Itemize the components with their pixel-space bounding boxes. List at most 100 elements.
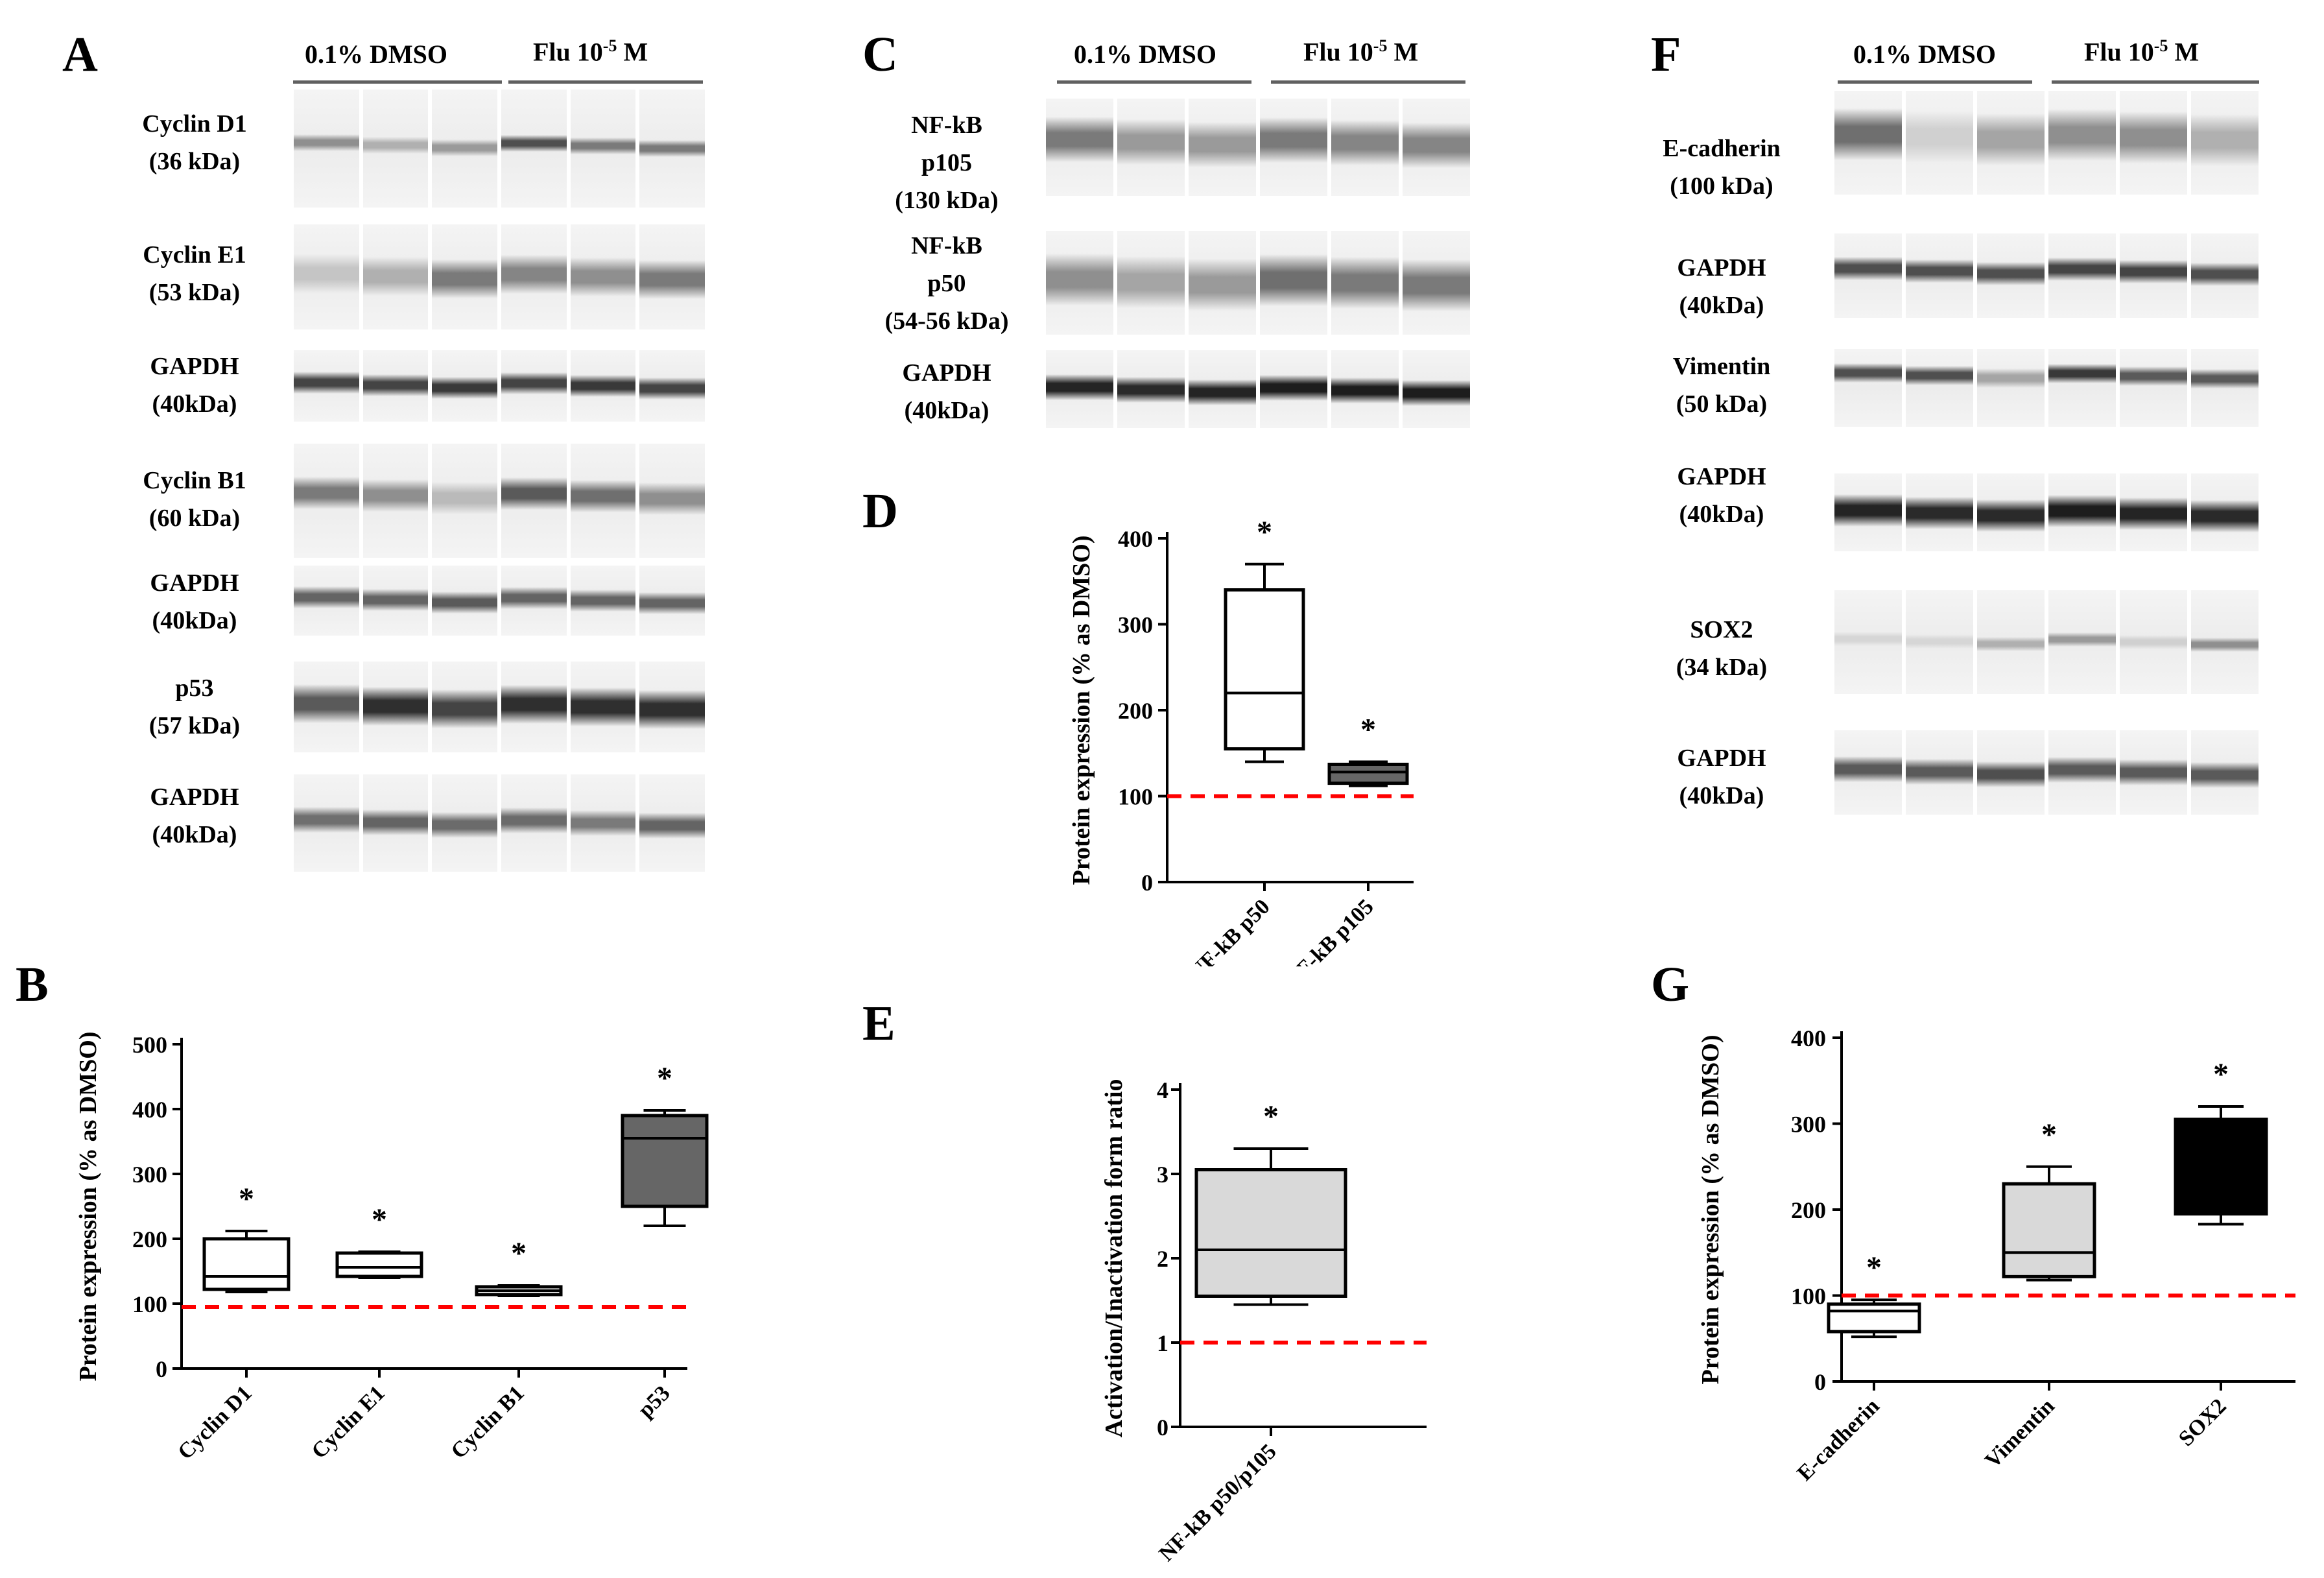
- blot-band: [1977, 261, 2045, 285]
- blot-lane: [294, 444, 359, 558]
- blot-lane: [1189, 231, 1256, 335]
- blot-band: [362, 589, 429, 611]
- blot-lane: [1331, 231, 1399, 335]
- blot-band: [1189, 121, 1256, 167]
- blot-lane: [1906, 91, 1973, 195]
- blot-band: [1906, 634, 1973, 649]
- blot-band: [570, 137, 636, 155]
- y-tick-label: 4: [1157, 1077, 1168, 1103]
- blot-lane: [294, 224, 359, 329]
- panel-d-letter: D: [862, 484, 898, 538]
- box-plot-nf-kb-p50: [1224, 562, 1305, 763]
- blot-lane: [1977, 590, 2045, 694]
- blot-lane: [2048, 233, 2116, 318]
- blot-lane: [570, 662, 636, 752]
- blot-lane: [1977, 349, 2045, 427]
- blot-lane: [1977, 233, 2045, 318]
- x-tick-label: SOX2: [2174, 1394, 2231, 1451]
- blot-strip: [292, 444, 707, 558]
- panel-c-flu-line: [1271, 80, 1465, 84]
- blot-band: [294, 134, 359, 152]
- y-axis-label: Protein expression (% as DMSO): [1068, 535, 1095, 885]
- box-plot-sox2: [2174, 1105, 2268, 1226]
- blot-lane: [1403, 99, 1470, 196]
- blot-band: [1331, 119, 1399, 165]
- blot-lane: [294, 566, 359, 636]
- blot-band: [362, 137, 429, 154]
- blot-band: [1331, 377, 1399, 404]
- blot-lane: [639, 444, 705, 558]
- blot-band: [1977, 368, 2045, 388]
- panel-f-letter: F: [1651, 27, 1681, 82]
- blot-band: [2120, 497, 2187, 531]
- blot-lane: [432, 90, 497, 208]
- blot-band: [639, 260, 705, 299]
- panel-c-letter: C: [862, 27, 898, 82]
- significance-star: *: [1263, 1099, 1279, 1134]
- blot-band: [1046, 374, 1113, 401]
- blot-band: [1260, 375, 1327, 401]
- box-plot-nf-kb-p105: [1327, 760, 1409, 787]
- blot-lane: [570, 224, 636, 329]
- significance-star: *: [372, 1202, 387, 1237]
- blot-band: [570, 687, 636, 726]
- blot-band: [501, 477, 567, 510]
- blot-band: [570, 257, 636, 296]
- blot-label: SOX2 (34 kDa): [1676, 616, 1768, 681]
- box-plot-e-cadherin: [1827, 1298, 1921, 1339]
- x-tick-label: Cyclin D1: [173, 1381, 256, 1464]
- blot-band: [1403, 380, 1470, 407]
- blot-lane: [1117, 350, 1185, 428]
- blot-lane: [2120, 590, 2187, 694]
- blot-band: [1046, 116, 1113, 162]
- significance-star: *: [2041, 1118, 2057, 1152]
- blot-band: [294, 372, 359, 394]
- blot-lane: [1046, 99, 1113, 196]
- blot-lane: [432, 224, 497, 329]
- blot-lane: [1260, 231, 1327, 335]
- blot-band: [1906, 759, 1973, 785]
- blot-band: [1189, 259, 1256, 311]
- blot-band: [362, 257, 429, 296]
- blot-band: [2120, 635, 2187, 649]
- box: [1224, 588, 1305, 751]
- blot-label: GAPDH (40kDa): [1677, 745, 1766, 809]
- blot-band: [1834, 494, 1902, 527]
- blot-label: NF-kB p50 (54-56 kDa): [884, 232, 1009, 335]
- blot-lane: [1331, 350, 1399, 428]
- significance-star: *: [1866, 1250, 1882, 1285]
- blot-band: [1977, 114, 2045, 165]
- blot-lane: [570, 566, 636, 636]
- blot-lane: [1189, 99, 1256, 196]
- y-tick-label: 300: [1118, 612, 1153, 638]
- blot-band: [294, 254, 359, 293]
- blot-band: [432, 689, 497, 728]
- blot-lane: [2120, 473, 2187, 551]
- blot-lane: [570, 774, 636, 872]
- blot-lane: [639, 90, 705, 208]
- significance-star: *: [657, 1061, 672, 1095]
- blot-band: [1906, 497, 1973, 530]
- blot-band: [501, 587, 567, 609]
- y-tick-label: 0: [1814, 1369, 1826, 1395]
- blot-band: [1906, 259, 1973, 283]
- blot-label: Vimentin (50 kDa): [1672, 353, 1771, 418]
- blot-band: [432, 812, 497, 838]
- blot-lane: [362, 444, 429, 558]
- blot-band: [639, 482, 705, 515]
- y-tick-label: 0: [156, 1356, 167, 1382]
- blot-lane: [1331, 99, 1399, 196]
- blot-lane: [432, 350, 497, 422]
- blot-band: [2048, 109, 2116, 161]
- blot-band: [2048, 495, 2116, 528]
- significance-star: *: [2213, 1057, 2229, 1092]
- blot-band: [362, 809, 429, 835]
- blot-lane: [570, 444, 636, 558]
- blot-label: GAPDH (40kDa): [150, 783, 239, 848]
- blot-lane: [1834, 730, 1902, 815]
- blot-band: [2048, 632, 2116, 647]
- blot-lane: [2120, 349, 2187, 427]
- blot-lane: [362, 566, 429, 636]
- blot-strip: [1832, 730, 2260, 815]
- y-axis-label: Protein expression (% as DMSO): [1697, 1034, 1724, 1384]
